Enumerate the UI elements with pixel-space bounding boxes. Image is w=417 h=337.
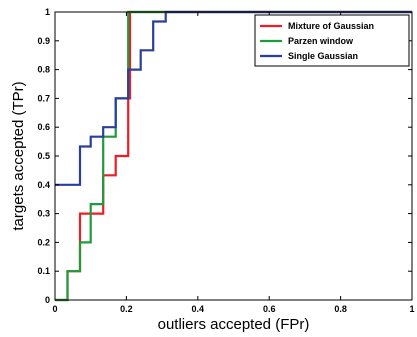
y-tick-label: 0 [45, 295, 50, 305]
legend: Mixture of Gaussian Parzen window Single G… [254, 14, 410, 67]
y-tick-label: 0.4 [37, 180, 50, 190]
legend-label-3: Single Gaussian [288, 51, 358, 61]
series-line-2 [55, 10, 412, 302]
legend-label-2: Parzen window [288, 36, 354, 46]
series-layer [55, 10, 412, 302]
series-line-3 [55, 10, 412, 186]
y-tick-label: 0.7 [37, 93, 50, 103]
x-axis-label: outliers accepted (FPr) [158, 316, 310, 333]
y-tick-label: 1 [45, 7, 50, 17]
x-tick-label: 1 [409, 304, 414, 314]
y-tick-label: 0.1 [37, 266, 50, 276]
x-tick-label: 0.4 [192, 304, 205, 314]
y-tick-label: 0.5 [37, 151, 50, 161]
y-tick-label: 0.8 [37, 65, 50, 75]
y-tick-label: 0.9 [37, 36, 50, 46]
x-tick-label: 0.6 [263, 304, 276, 314]
x-tick-label: 0 [52, 304, 57, 314]
y-tick-label: 0.2 [37, 237, 50, 247]
legend-label-1: Mixture of Gaussian [288, 21, 374, 31]
y-tick-label: 0.3 [37, 209, 50, 219]
x-tick-label: 0.8 [334, 304, 347, 314]
y-axis-label: targets accepted (TPr) [10, 81, 27, 230]
ticks-layer: 0 0.2 0.4 0.6 0.8 1 0 0.1 0.2 0.3 0.4 0.5 0.6 0.7 0.8 0… [37, 7, 414, 314]
x-tick-label: 0.2 [120, 304, 133, 314]
y-tick-label: 0.6 [37, 122, 50, 132]
